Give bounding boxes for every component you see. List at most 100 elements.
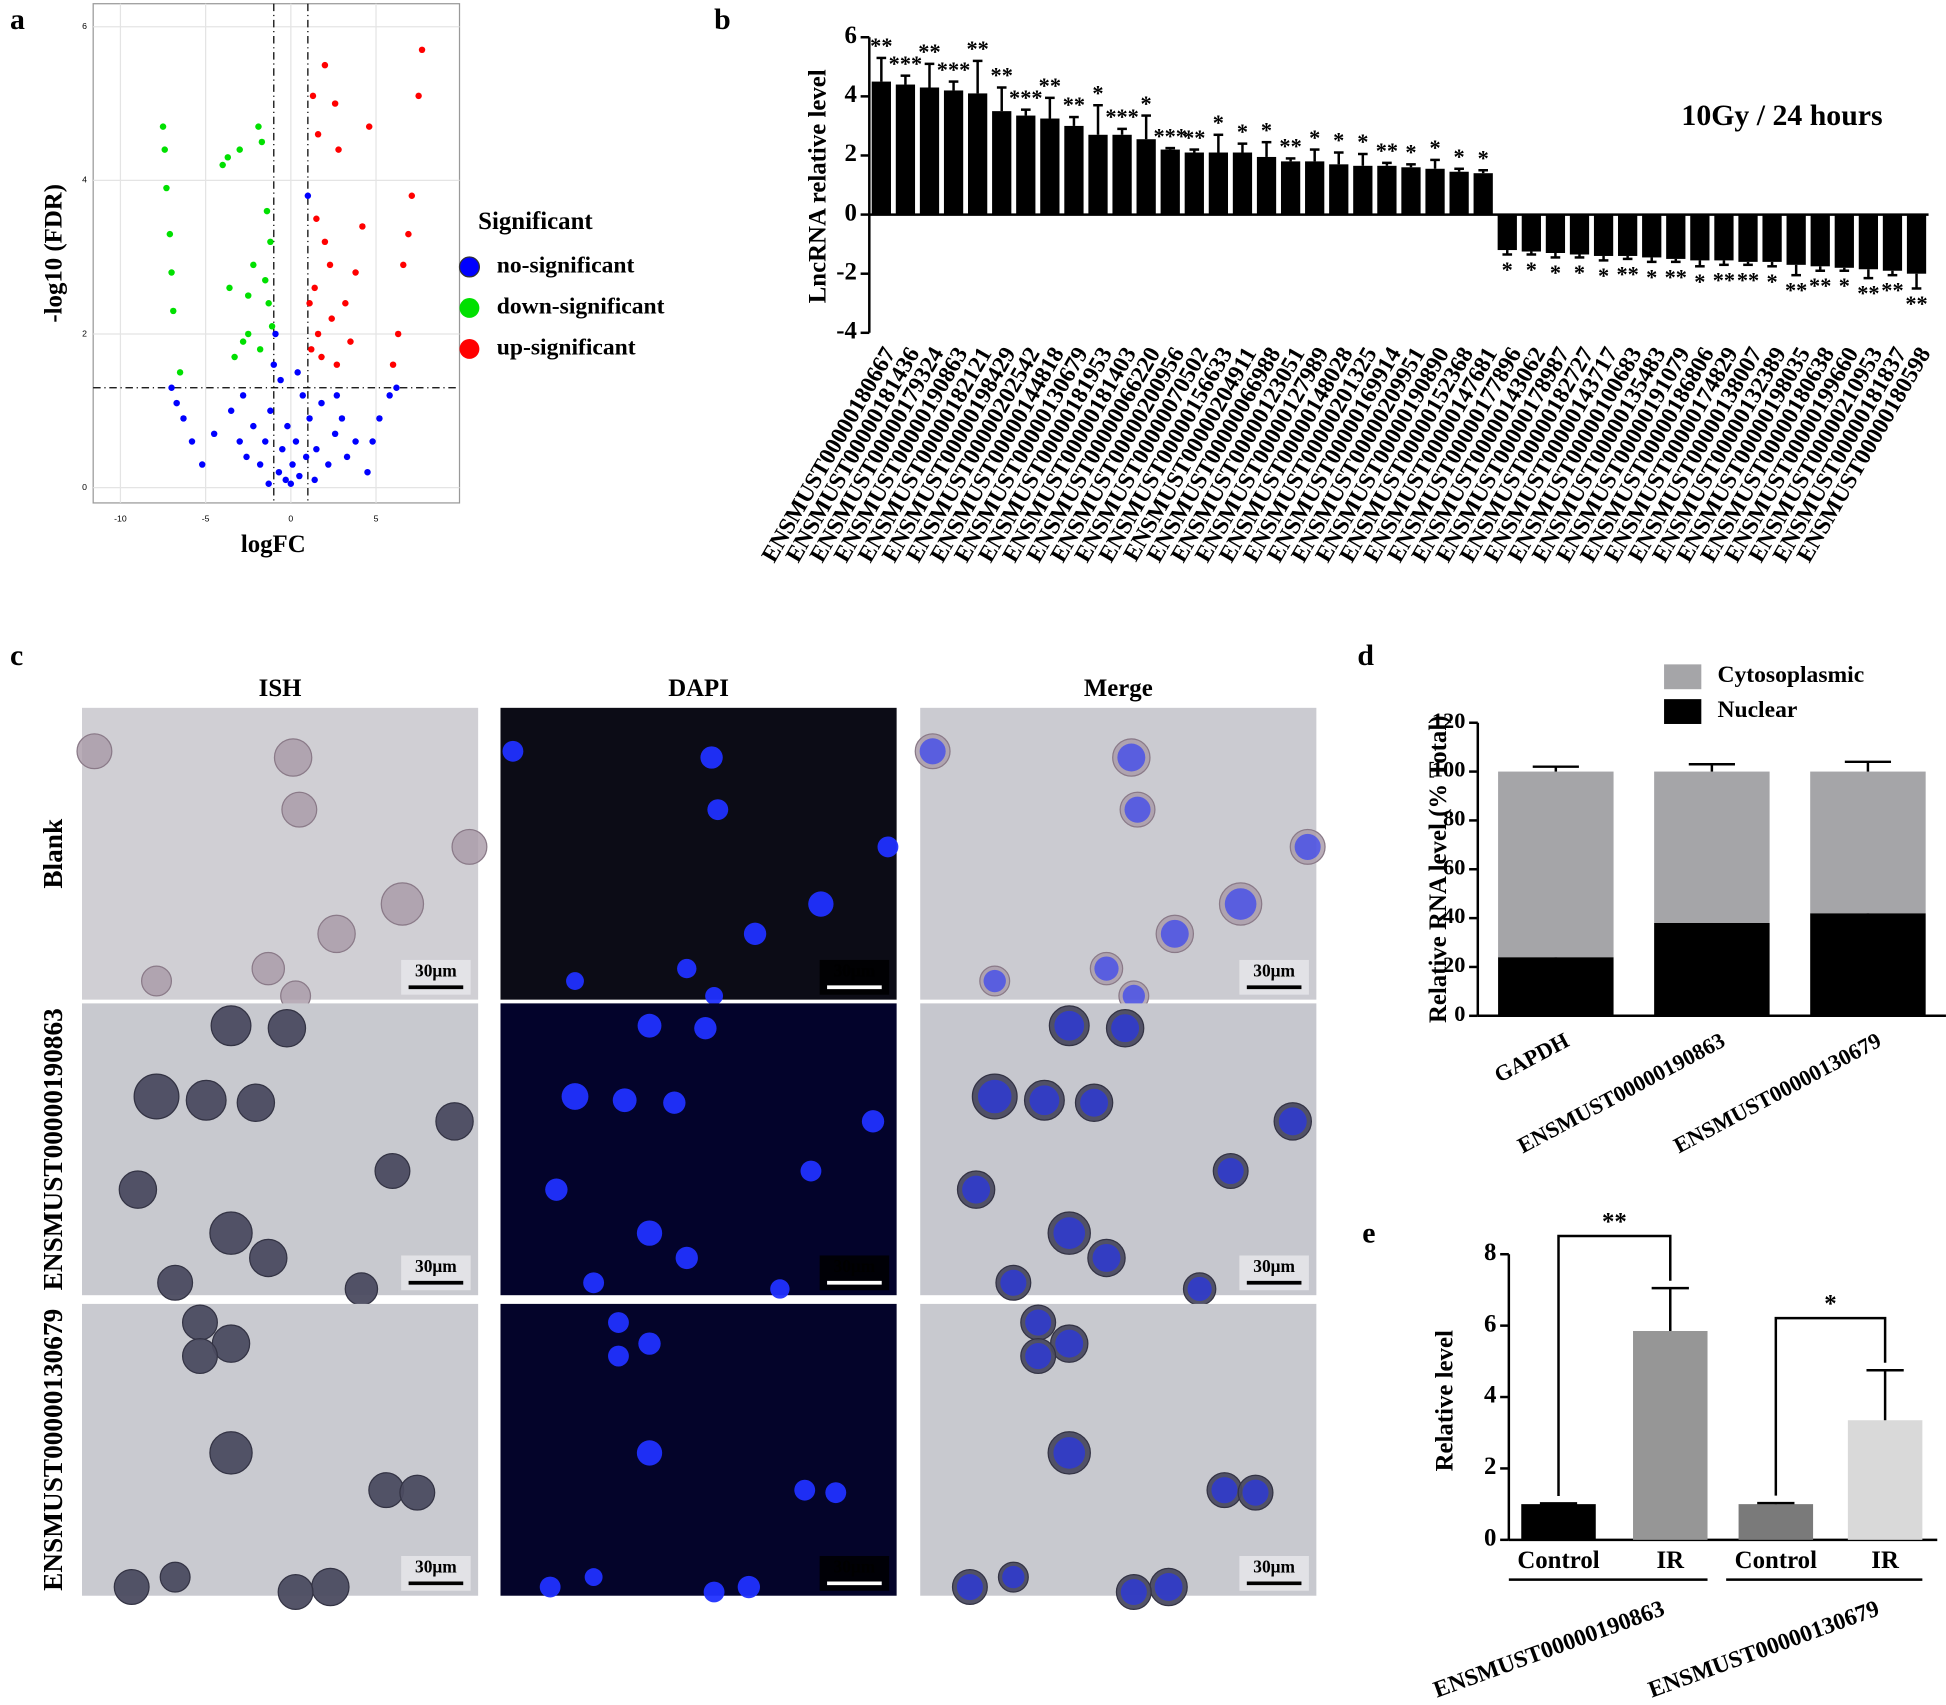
nucleus: [1029, 1085, 1060, 1116]
point: [331, 430, 339, 438]
y-tick-label: 8: [1484, 1239, 1496, 1266]
nucleus: [737, 1575, 761, 1599]
nucleus: [1025, 1343, 1052, 1370]
nucleus: [743, 922, 767, 946]
nucleus: [1242, 1479, 1269, 1506]
point: [335, 146, 342, 153]
cell: [181, 1304, 218, 1341]
point: [400, 261, 407, 269]
point: [243, 453, 250, 461]
bar: [1256, 156, 1277, 215]
nucleus: [700, 746, 723, 769]
point: [321, 61, 329, 69]
significance-label: ***: [889, 51, 923, 76]
bar: [871, 81, 891, 215]
bar: [1401, 167, 1421, 215]
y-axis-label: Relative level: [1431, 1330, 1458, 1471]
point: [270, 361, 278, 368]
y-tick-label: 2: [844, 140, 856, 167]
cell: [273, 738, 313, 777]
point: [352, 269, 359, 276]
point: [308, 346, 315, 353]
nucleus: [1217, 1157, 1244, 1185]
point: [299, 392, 306, 399]
point: [256, 346, 264, 353]
bar-segment: [1498, 771, 1614, 958]
point: [224, 154, 232, 161]
legend-marker: [458, 256, 481, 278]
group-label: ENSMUST00000190863: [1430, 1596, 1668, 1704]
point: [267, 238, 274, 246]
micrograph: [500, 707, 897, 1000]
cell: [133, 1073, 180, 1120]
significance-label: *: [1824, 1290, 1836, 1317]
y-tick-label: 20: [1443, 952, 1465, 977]
point: [231, 353, 238, 361]
point: [289, 461, 296, 468]
micrograph: [500, 1003, 897, 1296]
nucleus: [703, 1581, 725, 1603]
point: [309, 92, 317, 100]
point: [328, 315, 335, 322]
y-tick-label: 0: [844, 199, 856, 226]
bar-segment: [1654, 771, 1770, 923]
bar: [968, 93, 988, 215]
cell: [113, 1569, 150, 1606]
nucleus: [825, 1482, 847, 1504]
significance-label: **: [966, 36, 988, 61]
nucleus: [566, 972, 584, 990]
point: [287, 480, 295, 487]
point: [219, 161, 226, 169]
bar: [1882, 214, 1903, 271]
legend-marker: [459, 339, 480, 359]
y-tick-label: 80: [1443, 806, 1465, 831]
scale-bar-label: 30μm: [415, 1257, 457, 1276]
nucleus: [956, 1573, 983, 1601]
cell: [368, 1472, 405, 1509]
point: [277, 376, 284, 384]
row-label: Blank: [38, 818, 68, 889]
significance-label: **: [1183, 125, 1205, 150]
point: [227, 407, 235, 414]
nucleus: [707, 799, 729, 821]
point: [306, 415, 313, 422]
x-tick-label: -10: [114, 513, 127, 523]
significance-label: **: [1039, 73, 1061, 98]
significance-label: *: [1502, 257, 1513, 282]
point: [176, 369, 184, 376]
nucleus: [545, 1178, 568, 1201]
nucleus: [583, 1272, 605, 1294]
legend-label: Cytosoplasmic: [1717, 662, 1864, 688]
significance-bracket: [1774, 1316, 1887, 1496]
legend-label: Nuclear: [1717, 697, 1797, 723]
significance-label: *: [1429, 135, 1440, 160]
point: [313, 445, 320, 453]
bar: [1473, 173, 1493, 215]
cell: [281, 791, 318, 828]
nucleus: [1092, 1243, 1121, 1272]
point: [188, 438, 196, 445]
bar: [1232, 152, 1253, 215]
significance-label: *: [1478, 145, 1489, 170]
point: [168, 269, 175, 276]
bar: [1593, 214, 1614, 256]
y-axis-label: LncRNA relative level: [804, 69, 831, 303]
nucleus: [1122, 984, 1145, 1008]
y-axis-label: Relative RNA level (% Total): [1425, 715, 1452, 1023]
point: [408, 192, 416, 199]
cell: [236, 1083, 276, 1122]
y-tick-label: 2: [82, 328, 87, 338]
nucleus: [612, 1088, 637, 1113]
point: [389, 361, 397, 368]
bar: [1714, 214, 1734, 261]
significance-label: *: [1213, 110, 1224, 135]
bar: [1449, 171, 1469, 215]
bar: [1305, 161, 1325, 215]
cell: [251, 951, 286, 986]
point: [311, 476, 318, 484]
point: [364, 468, 371, 476]
significance-label: **: [1713, 267, 1735, 292]
bar: [943, 90, 964, 215]
micrograph: [920, 1303, 1317, 1596]
point: [314, 131, 322, 138]
